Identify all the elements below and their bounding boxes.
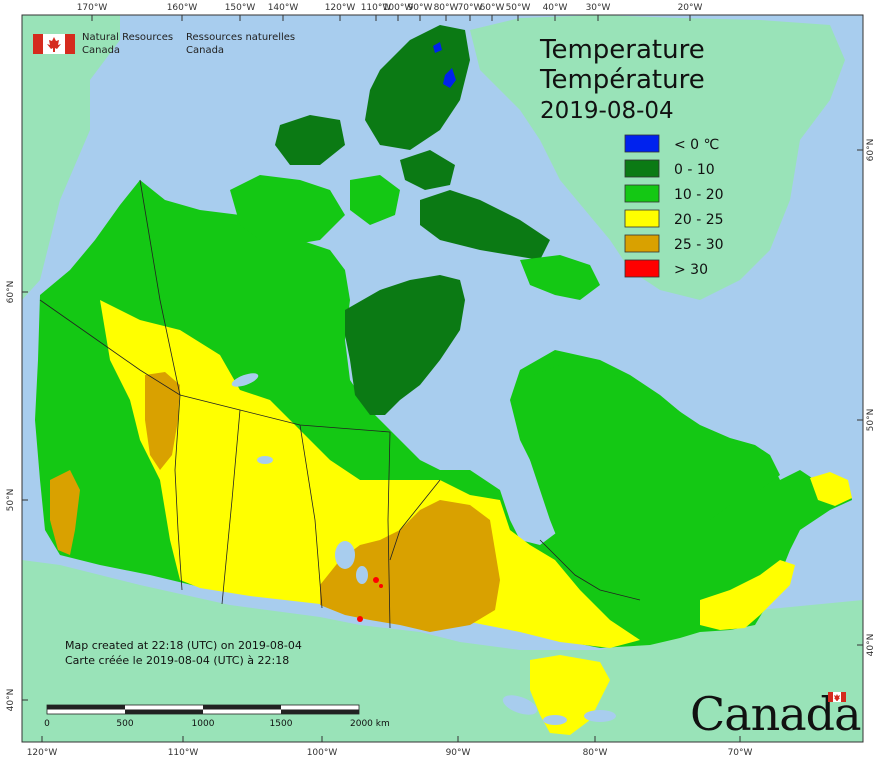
- bottom-tick-label: 110°W: [168, 748, 199, 758]
- legend-swatch: [624, 134, 660, 153]
- agency-name-fr-line2: Canada: [186, 45, 224, 56]
- temp-zone-over-30-spot: [379, 584, 383, 588]
- right-tick-label: 60°N: [866, 139, 876, 162]
- bottom-tick-label: 70°W: [728, 748, 753, 758]
- top-tick-label: 30°W: [586, 3, 611, 13]
- legend-label: 20 - 25: [674, 212, 724, 228]
- scale-label: 0: [44, 719, 50, 729]
- legend-label: < 0 ℃: [674, 137, 719, 153]
- wordmark-flag-icon: [828, 692, 846, 702]
- legend-label: 0 - 10: [674, 162, 715, 178]
- title-date: 2019-08-04: [540, 98, 674, 124]
- top-tick-label: 50°W: [506, 3, 531, 13]
- map-frame: [21, 14, 864, 743]
- top-tick-label: 100°W: [383, 3, 414, 13]
- graticule-labels-bottom: 120°W 110°W 100°W 90°W 80°W 70°W: [27, 748, 753, 758]
- legend-swatch: [624, 234, 660, 253]
- top-tick-label: 70°W: [458, 3, 483, 13]
- legend-swatch: [624, 259, 660, 278]
- foreign-land: [22, 15, 863, 742]
- graticule-labels-top: 170°W 160°W 150°W 140°W 120°W 110°W 100°…: [77, 3, 703, 13]
- temp-zone-20-25-newfoundland: [810, 472, 852, 506]
- top-tick-label: 40°W: [543, 3, 568, 13]
- agency-name-en-line2: Canada: [82, 45, 120, 56]
- bottom-tick-label: 90°W: [446, 748, 471, 758]
- temp-zone-25-30-bc-interior: [50, 470, 80, 555]
- lakes: [231, 373, 616, 725]
- bottom-tick-label: 100°W: [307, 748, 338, 758]
- province-borders: [39, 179, 641, 629]
- top-tick-label: 90°W: [408, 3, 433, 13]
- title-english: Temperature: [539, 35, 705, 65]
- scale-label: 1500: [270, 719, 293, 729]
- top-tick-label: 160°W: [167, 3, 198, 13]
- scale-label: 2000 km: [350, 719, 390, 729]
- top-tick-label: 60°W: [480, 3, 505, 13]
- top-tick-label: 150°W: [225, 3, 256, 13]
- bottom-tick-label: 80°W: [583, 748, 608, 758]
- temp-zone-25-30-alberta: [145, 372, 180, 470]
- temp-zone-over-30-spot: [357, 616, 363, 622]
- agency-name-en-line1: Natural Resources: [82, 32, 173, 43]
- title-french: Température: [539, 65, 705, 95]
- graticule-labels-left: 60°N 50°N 40°N: [6, 281, 16, 712]
- top-tick-label: 110°W: [361, 3, 392, 13]
- bottom-tick-label: 120°W: [27, 748, 58, 758]
- creation-note-en: Map created at 22:18 (UTC) on 2019-08-04: [65, 639, 302, 652]
- temp-zone-10-20-labrador: [520, 365, 780, 570]
- temp-zone-20-25-maritimes: [700, 560, 795, 630]
- creation-note-fr: Carte créée le 2019-08-04 (UTC) à 22:18: [65, 654, 289, 667]
- canada-land: [35, 180, 852, 735]
- arctic-islands: [230, 25, 600, 300]
- left-tick-label: 40°N: [6, 689, 16, 712]
- temp-zone-25-30-central: [320, 500, 500, 632]
- top-tick-label: 20°W: [678, 3, 703, 13]
- temp-zone-0-10-hudson-north: [345, 275, 465, 415]
- legend-swatch: [624, 184, 660, 203]
- legend-label: 25 - 30: [674, 237, 724, 253]
- legend-label: 10 - 20: [674, 187, 724, 203]
- legend-swatch: [624, 159, 660, 178]
- legend-swatch: [624, 209, 660, 228]
- right-tick-label: 40°N: [866, 634, 876, 657]
- scale-label: 1000: [192, 719, 215, 729]
- canada-wordmark: Canada: [690, 687, 862, 741]
- top-tick-label: 140°W: [268, 3, 299, 13]
- top-tick-label: 120°W: [325, 3, 356, 13]
- graticule-ticks: [22, 15, 863, 742]
- agency-name-fr-line1: Ressources naturelles: [186, 32, 295, 43]
- top-tick-label: 80°W: [434, 3, 459, 13]
- creation-note: Map created at 22:18 (UTC) on 2019-08-04…: [65, 639, 302, 667]
- temp-zone-20-25-prairies: [100, 300, 640, 648]
- left-tick-label: 50°N: [6, 489, 16, 512]
- canada-flag-icon: [33, 34, 75, 54]
- right-tick-label: 50°N: [866, 409, 876, 432]
- legend-label: > 30: [674, 262, 708, 278]
- temp-zone-over-30-spot: [373, 577, 379, 583]
- map-title: Temperature Température 2019-08-04: [539, 35, 705, 124]
- scale-label: 500: [116, 719, 133, 729]
- agency-signature: Natural Resources Canada Ressources natu…: [33, 32, 295, 56]
- graticule-labels-right: 60°N 50°N 40°N: [866, 139, 876, 657]
- legend: < 0 ℃ 0 - 10 10 - 20 20 - 25 25 - 30 > 3…: [624, 134, 724, 278]
- top-tick-label: 170°W: [77, 3, 108, 13]
- left-tick-label: 60°N: [6, 281, 16, 304]
- scale-bar: 0 500 1000 1500 2000 km: [44, 704, 390, 729]
